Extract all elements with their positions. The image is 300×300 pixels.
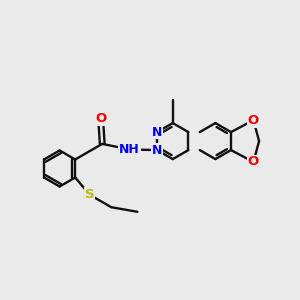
Text: O: O <box>248 114 259 127</box>
Text: NH: NH <box>119 143 140 156</box>
Text: N: N <box>152 144 162 157</box>
Text: O: O <box>248 155 259 169</box>
Text: O: O <box>95 112 106 125</box>
Text: N: N <box>152 126 162 139</box>
Text: S: S <box>85 188 94 201</box>
